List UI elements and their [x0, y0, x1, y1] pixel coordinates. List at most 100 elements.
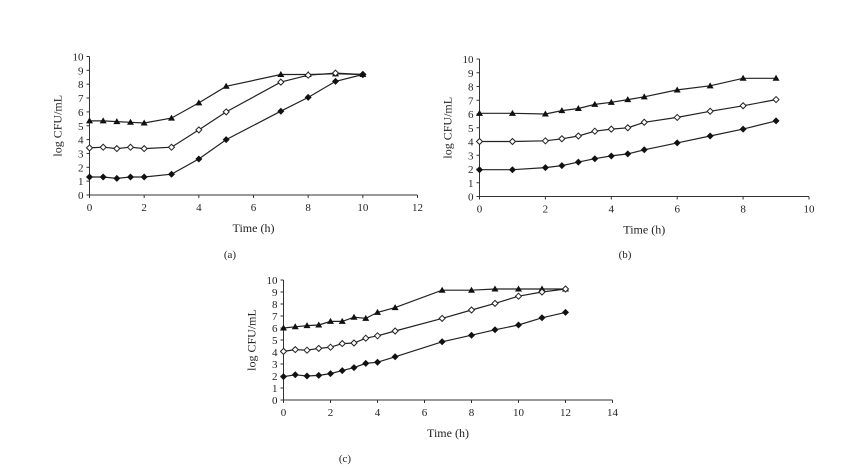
- data-point-triangle: [350, 313, 358, 320]
- data-point-open-diamond: [373, 332, 382, 340]
- y-tick-label: 2: [78, 162, 84, 174]
- data-point-open-diamond: [291, 345, 299, 354]
- data-point-open-diamond: [85, 144, 94, 152]
- data-point-diamond: [541, 164, 549, 172]
- data-point-diamond: [558, 162, 566, 170]
- data-point-triangle: [468, 286, 475, 293]
- data-point-diamond: [515, 321, 522, 329]
- data-point-triangle: [127, 118, 134, 125]
- y-tick-label: 10: [73, 52, 85, 64]
- x-tick-label: 14: [607, 407, 619, 419]
- data-point-diamond: [491, 326, 499, 334]
- x-tick-label: 6: [251, 202, 257, 214]
- y-tick-label: 8: [272, 299, 278, 311]
- data-point-open-diamond: [277, 78, 285, 86]
- data-point-triangle: [362, 314, 370, 321]
- data-point-triangle: [706, 82, 714, 89]
- data-point-open-diamond: [706, 107, 714, 115]
- data-point-open-diamond: [508, 137, 517, 146]
- y-tick-label: 6: [78, 107, 84, 119]
- data-point-open-diamond: [475, 137, 484, 146]
- x-tick-label: 8: [740, 204, 746, 216]
- data-point-triangle: [673, 86, 681, 93]
- data-point-triangle: [476, 109, 483, 116]
- y-tick-label: 5: [468, 123, 474, 135]
- x-tick-label: 8: [305, 202, 311, 214]
- y-tick-label: 6: [272, 323, 278, 335]
- data-point-diamond: [327, 370, 334, 378]
- data-point-diamond: [706, 132, 714, 140]
- y-axis-label: log CFU/mL: [51, 95, 65, 157]
- y-tick-label: 9: [78, 65, 84, 77]
- data-point-triangle: [772, 74, 780, 81]
- data-point-open-diamond: [362, 334, 370, 342]
- y-tick-label: 9: [272, 287, 278, 299]
- y-tick-label: 8: [468, 82, 474, 94]
- y-tick-label: 5: [272, 335, 278, 347]
- x-tick-label: 2: [141, 202, 147, 214]
- data-point-open-diamond: [338, 339, 346, 348]
- x-tick-label: 12: [412, 202, 423, 214]
- data-point-open-diamond: [222, 108, 230, 116]
- y-tick-label: 2: [468, 164, 474, 176]
- data-point-open-diamond: [140, 144, 148, 153]
- data-point-triangle: [491, 285, 499, 292]
- data-point-diamond: [277, 107, 285, 115]
- data-point-open-diamond: [772, 95, 780, 104]
- data-point-diamond: [168, 170, 175, 178]
- data-point-open-diamond: [491, 299, 499, 308]
- data-point-diamond: [332, 77, 339, 85]
- data-point-open-diamond: [514, 292, 523, 300]
- data-point-open-diamond: [673, 113, 681, 122]
- data-point-diamond: [362, 359, 370, 367]
- data-point-diamond: [99, 173, 107, 181]
- data-point-diamond: [338, 367, 346, 375]
- data-point-triangle: [624, 96, 632, 103]
- data-point-diamond: [624, 150, 632, 158]
- data-point-open-diamond: [558, 135, 566, 143]
- panel-label: (b): [619, 249, 632, 261]
- x-tick-label: 10: [513, 407, 525, 419]
- panel-label: (c): [339, 453, 352, 465]
- x-tick-label: 8: [469, 407, 475, 419]
- data-point-diamond: [607, 152, 615, 160]
- data-point-open-diamond: [739, 102, 747, 110]
- series-line-2: [283, 311, 566, 378]
- x-tick-label: 0: [281, 407, 287, 419]
- x-tick-label: 4: [609, 204, 615, 216]
- y-tick-label: 3: [468, 150, 474, 162]
- data-point-open-diamond: [607, 125, 616, 133]
- data-point-diamond: [468, 331, 475, 339]
- data-point-diamond: [86, 173, 93, 181]
- data-point-triangle: [195, 99, 203, 106]
- y-tick-label: 7: [468, 95, 474, 107]
- data-point-triangle: [277, 71, 285, 78]
- data-point-triangle: [574, 105, 582, 111]
- x-tick-label: 2: [328, 407, 334, 419]
- y-tick-label: 9: [468, 68, 474, 80]
- data-point-triangle: [86, 117, 93, 124]
- data-point-open-diamond: [279, 347, 288, 356]
- y-tick-label: 0: [78, 190, 84, 202]
- y-tick-label: 4: [78, 135, 84, 147]
- data-point-diamond: [359, 71, 367, 79]
- y-axis-label: log CFU/mL: [441, 97, 455, 159]
- data-point-open-diamond: [591, 127, 599, 135]
- data-point-diamond: [315, 371, 323, 379]
- data-point-diamond: [673, 139, 681, 147]
- y-tick-label: 6: [468, 109, 474, 121]
- data-point-diamond: [574, 158, 582, 166]
- data-point-open-diamond: [640, 118, 648, 126]
- data-point-triangle: [338, 317, 346, 324]
- data-point-diamond: [280, 373, 287, 381]
- data-point-diamond: [222, 136, 230, 144]
- y-tick-label: 1: [78, 176, 84, 188]
- x-tick-label: 4: [375, 407, 381, 419]
- data-point-diamond: [127, 173, 134, 181]
- data-point-triangle: [280, 324, 287, 331]
- y-tick-label: 4: [468, 137, 474, 149]
- data-point-open-diamond: [391, 327, 399, 335]
- data-point-triangle: [315, 321, 323, 328]
